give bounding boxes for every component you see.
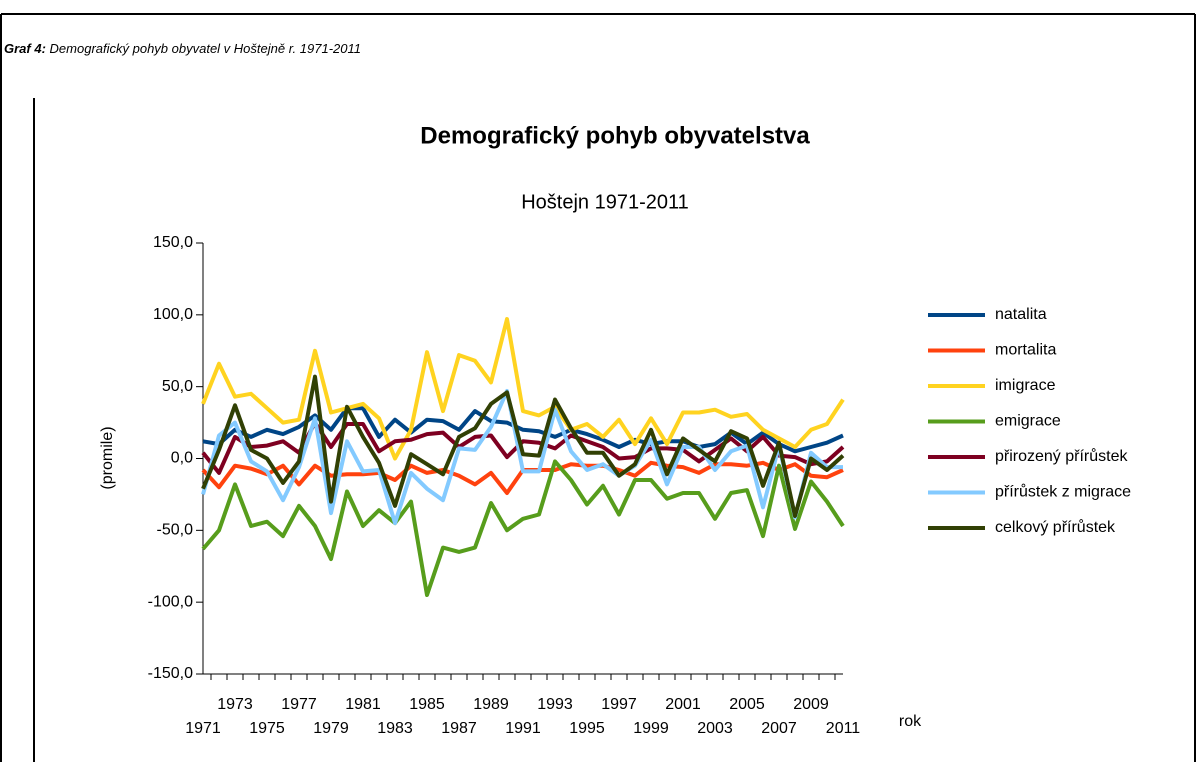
legend-label: imigrace [995,377,1056,394]
legend-label: emigrace [995,413,1061,430]
chart-title: Demografický pohyb obyvatelstva [420,122,810,149]
x-tick-label: 2007 [761,720,797,737]
x-tick-label: 1999 [633,720,669,737]
x-tick-label: 1971 [185,720,221,737]
legend-label: přírůstek z migrace [995,483,1131,501]
x-tick-label: 1989 [473,696,509,713]
y-tick-label: 0,0 [171,450,193,467]
legend-label: mortalita [995,342,1056,359]
line [202,406,844,454]
x-tick-label: 1995 [569,720,605,737]
x-tick-label: 1997 [601,696,637,713]
chart-subtitle: Hoštejn 1971-2011 [521,191,689,213]
x-tick-label: 1981 [345,696,381,713]
x-tick-label: 1973 [217,696,253,713]
y-tick-label: 150,0 [153,234,193,251]
y-tick-label: 100,0 [153,306,193,323]
legend-label: přirozený přírůstek [995,447,1128,465]
x-tick-label: 2003 [697,720,733,737]
legend-label: celkový přírůstek [995,518,1116,536]
x-tick-label: 2009 [793,696,829,713]
y-tick-label: -150,0 [148,665,193,682]
caption: Graf 4: Demografický pohyb obyvatel v Ho… [4,40,494,57]
line [201,459,845,597]
x-tick-label: 1977 [281,696,317,713]
x-tick-label: 2005 [729,696,765,713]
x-tick-label: 2001 [665,696,701,713]
line [201,374,845,518]
x-axis-label: rok [899,713,922,730]
caption-text: Demografický pohyb obyvatel v Hoštejně r… [49,41,361,56]
x-tick-label: 2011 [826,720,861,737]
frame [0,13,1196,762]
y-axis-label: (promile) [99,426,116,489]
legend-label: natalita [995,306,1047,323]
y-tick-label: 50,0 [162,378,193,395]
x-tick-label: 1991 [505,720,541,737]
line [201,389,843,526]
caption-label: Graf 4: [4,41,46,56]
line [201,317,845,461]
x-tick-label: 1979 [313,720,349,737]
x-tick-label: 1983 [377,720,413,737]
x-tick-label: 1987 [441,720,477,737]
x-tick-label: 1985 [409,696,445,713]
y-tick-label: -50,0 [157,522,194,539]
x-tick-label: 1975 [249,720,285,737]
x-tick-label: 1993 [537,696,573,713]
y-tick-label: -100,0 [148,593,193,610]
